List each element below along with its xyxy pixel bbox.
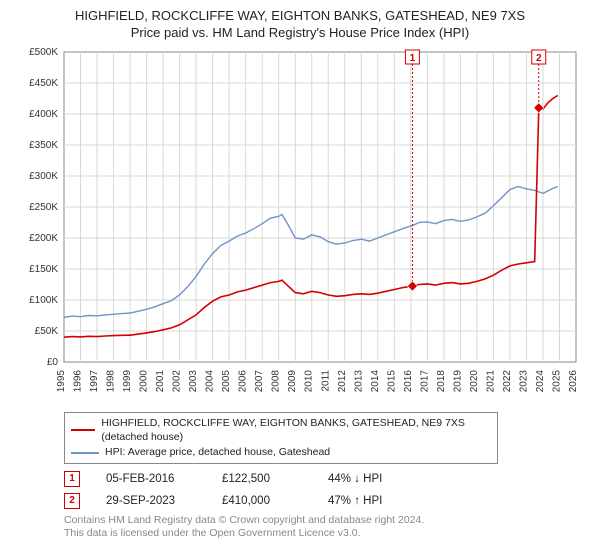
svg-text:£100K: £100K xyxy=(29,295,58,306)
chart-svg: £0 £50K £100K £150K £200K £250K £300K £350K £400… xyxy=(12,46,588,406)
legend-row-property: HIGHFIELD, ROCKCLIFFE WAY, EIGHTON BANKS… xyxy=(71,416,491,445)
sale-badge-2: 2 xyxy=(64,493,80,509)
svg-text:2006: 2006 xyxy=(238,369,249,392)
svg-text:£400K: £400K xyxy=(29,109,58,120)
svg-text:1995: 1995 xyxy=(56,369,67,392)
svg-text:£350K: £350K xyxy=(29,140,58,151)
chart-title-line1: HIGHFIELD, ROCKCLIFFE WAY, EIGHTON BANKS… xyxy=(12,8,588,25)
svg-text:2012: 2012 xyxy=(337,369,348,392)
legend-label-property: HIGHFIELD, ROCKCLIFFE WAY, EIGHTON BANKS… xyxy=(101,416,491,445)
svg-text:1998: 1998 xyxy=(106,369,117,392)
svg-text:2015: 2015 xyxy=(386,369,397,392)
svg-text:1996: 1996 xyxy=(73,369,84,392)
svg-text:2023: 2023 xyxy=(518,369,529,392)
legend-row-hpi: HPI: Average price, detached house, Gate… xyxy=(71,445,491,460)
footnote: Contains HM Land Registry data © Crown c… xyxy=(64,514,588,541)
svg-text:2008: 2008 xyxy=(271,369,282,392)
svg-text:2004: 2004 xyxy=(205,369,216,392)
svg-text:£250K: £250K xyxy=(29,202,58,213)
svg-text:2014: 2014 xyxy=(370,369,381,392)
svg-text:2003: 2003 xyxy=(188,369,199,392)
sale-date-2: 29-SEP-2023 xyxy=(106,495,196,507)
svg-text:2000: 2000 xyxy=(139,369,150,392)
footnote-line1: Contains HM Land Registry data © Crown c… xyxy=(64,514,588,528)
svg-text:2001: 2001 xyxy=(155,369,166,392)
svg-text:2017: 2017 xyxy=(419,369,430,392)
svg-text:£150K: £150K xyxy=(29,264,58,275)
svg-text:2009: 2009 xyxy=(287,369,298,392)
sale-price-1: £122,500 xyxy=(222,473,302,485)
svg-text:2026: 2026 xyxy=(568,369,579,392)
sale-date-1: 05-FEB-2016 xyxy=(106,473,196,485)
sale-row-1: 1 05-FEB-2016 £122,500 44% ↓ HPI xyxy=(64,468,588,490)
legend-swatch-hpi xyxy=(71,452,99,454)
svg-text:2018: 2018 xyxy=(436,369,447,392)
svg-text:1: 1 xyxy=(410,53,416,64)
chart-title-line2: Price paid vs. HM Land Registry's House … xyxy=(12,25,588,42)
svg-text:1999: 1999 xyxy=(122,369,133,392)
svg-text:2016: 2016 xyxy=(403,369,414,392)
sale-badge-1: 1 xyxy=(64,471,80,487)
svg-text:2022: 2022 xyxy=(502,369,513,392)
svg-text:2025: 2025 xyxy=(551,369,562,392)
svg-text:2011: 2011 xyxy=(320,369,331,391)
svg-text:2002: 2002 xyxy=(172,369,183,392)
svg-text:2020: 2020 xyxy=(469,369,480,392)
svg-text:2024: 2024 xyxy=(535,369,546,392)
svg-text:2019: 2019 xyxy=(452,369,463,392)
svg-text:2010: 2010 xyxy=(304,369,315,392)
svg-text:£450K: £450K xyxy=(29,78,58,89)
svg-text:£500K: £500K xyxy=(29,47,58,58)
svg-text:£50K: £50K xyxy=(35,326,59,337)
svg-text:£200K: £200K xyxy=(29,233,58,244)
svg-text:2013: 2013 xyxy=(353,369,364,392)
svg-text:2021: 2021 xyxy=(485,369,496,392)
legend: HIGHFIELD, ROCKCLIFFE WAY, EIGHTON BANKS… xyxy=(64,412,498,464)
svg-text:1997: 1997 xyxy=(89,369,100,392)
legend-swatch-property xyxy=(71,429,95,431)
legend-label-hpi: HPI: Average price, detached house, Gate… xyxy=(105,445,330,460)
sale-delta-1: 44% ↓ HPI xyxy=(328,473,382,485)
sale-row-2: 2 29-SEP-2023 £410,000 47% ↑ HPI xyxy=(64,490,588,512)
sale-delta-2: 47% ↑ HPI xyxy=(328,495,382,507)
sale-price-2: £410,000 xyxy=(222,495,302,507)
sales-table: 1 05-FEB-2016 £122,500 44% ↓ HPI 2 29-SE… xyxy=(64,468,588,512)
svg-text:2007: 2007 xyxy=(254,369,265,392)
svg-text:2: 2 xyxy=(536,53,542,64)
footnote-line2: This data is licensed under the Open Gov… xyxy=(64,527,588,541)
price-chart: £0 £50K £100K £150K £200K £250K £300K £350K £400… xyxy=(12,46,588,406)
svg-text:£0: £0 xyxy=(47,357,59,368)
svg-text:£300K: £300K xyxy=(29,171,58,182)
svg-text:2005: 2005 xyxy=(221,369,232,392)
